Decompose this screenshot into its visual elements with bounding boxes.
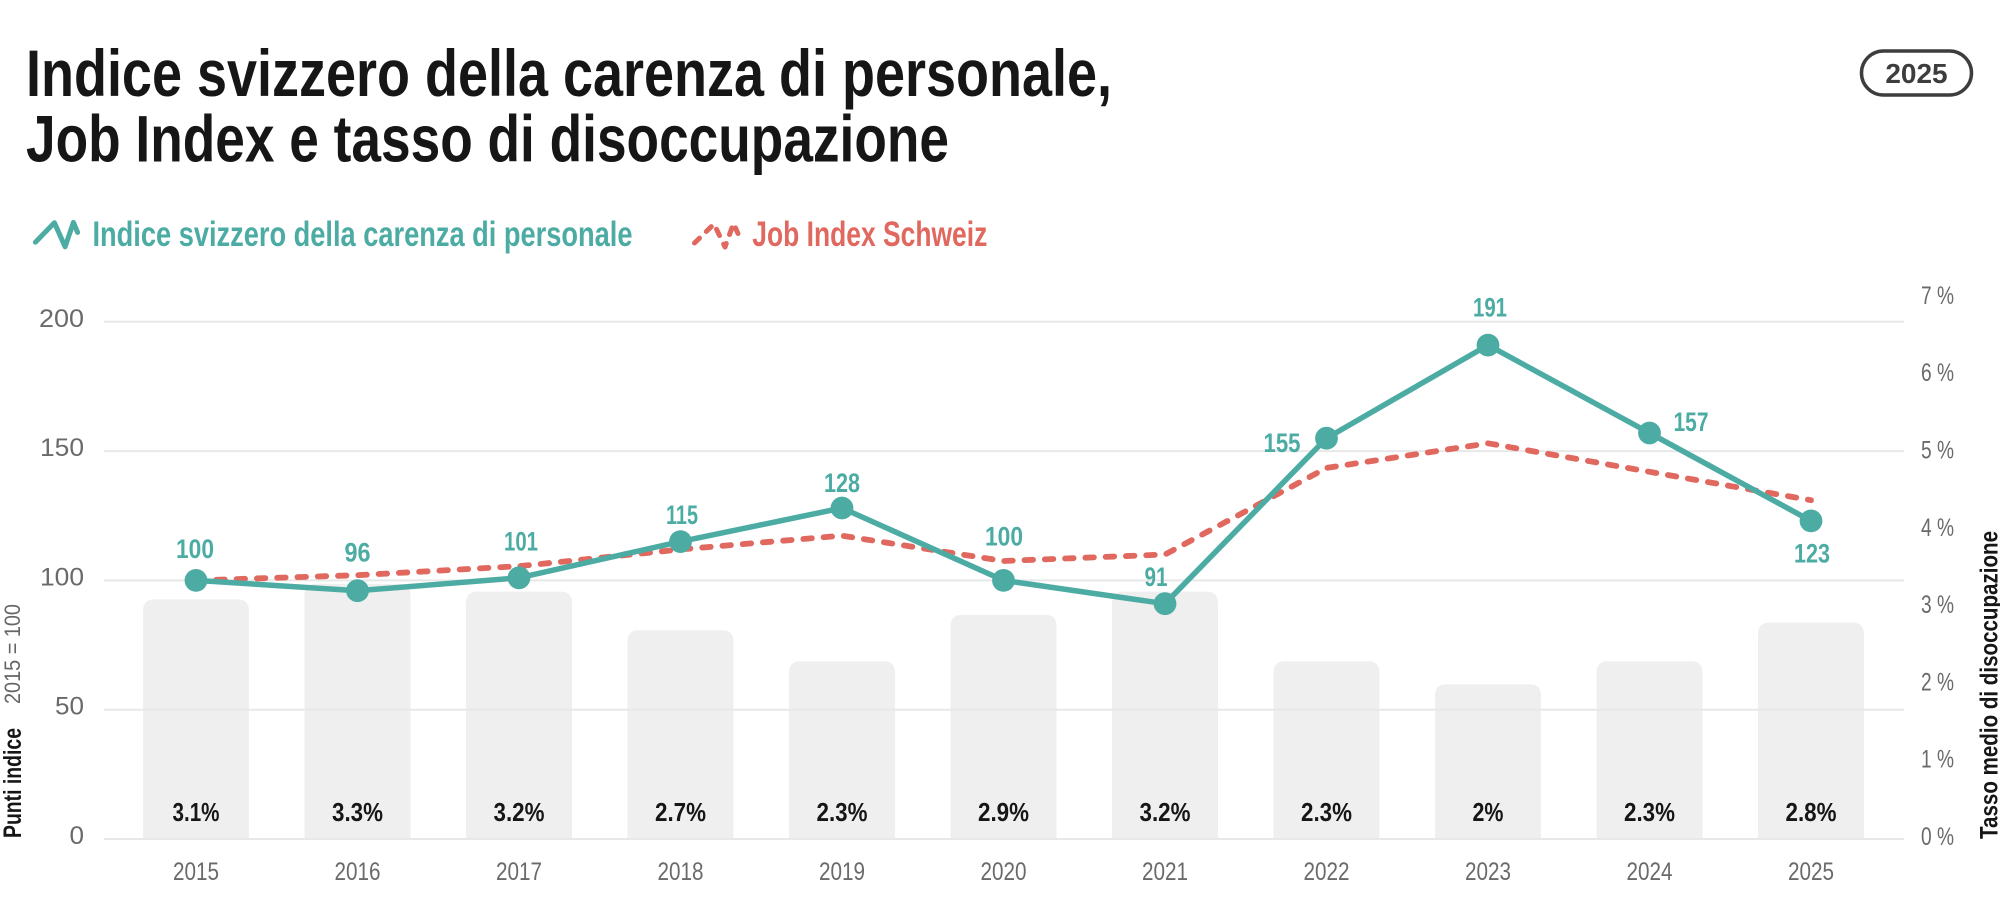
svg-text:2015: 2015 xyxy=(173,858,219,886)
svg-text:2023: 2023 xyxy=(1465,858,1511,886)
svg-text:Indice svizzero della carenza: Indice svizzero della carenza di persona… xyxy=(26,36,1112,110)
svg-text:2025: 2025 xyxy=(1885,58,1947,89)
svg-text:3 %: 3 % xyxy=(1921,591,1954,619)
svg-text:128: 128 xyxy=(824,468,860,498)
svg-text:3.2%: 3.2% xyxy=(1140,797,1191,827)
svg-text:Job Index e tasso di disoccupa: Job Index e tasso di disoccupazione xyxy=(26,102,949,176)
svg-text:2018: 2018 xyxy=(658,858,704,886)
svg-text:Indice svizzero della carenza: Indice svizzero della carenza di persona… xyxy=(93,215,633,254)
svg-text:50: 50 xyxy=(55,693,84,721)
svg-text:Job Index Schweiz: Job Index Schweiz xyxy=(752,215,987,254)
svg-text:1 %: 1 % xyxy=(1921,746,1954,774)
svg-text:2%: 2% xyxy=(1473,797,1504,827)
svg-text:157: 157 xyxy=(1674,407,1709,437)
svg-text:2016: 2016 xyxy=(335,858,381,886)
svg-text:115: 115 xyxy=(666,500,698,530)
svg-text:123: 123 xyxy=(1794,539,1830,569)
svg-text:2.3%: 2.3% xyxy=(817,797,868,827)
svg-text:0 %: 0 % xyxy=(1921,823,1954,851)
svg-text:4 %: 4 % xyxy=(1921,514,1954,542)
svg-text:2025: 2025 xyxy=(1788,858,1834,886)
svg-text:96: 96 xyxy=(345,538,371,568)
svg-text:3.3%: 3.3% xyxy=(332,797,383,827)
svg-text:2.7%: 2.7% xyxy=(655,797,706,827)
svg-text:Tasso medio di disoccupazione: Tasso medio di disoccupazione xyxy=(1976,531,2000,839)
svg-text:3.1%: 3.1% xyxy=(173,797,220,827)
svg-text:0: 0 xyxy=(70,822,85,850)
svg-text:2.3%: 2.3% xyxy=(1301,797,1352,827)
svg-text:191: 191 xyxy=(1473,293,1507,323)
svg-text:2 %: 2 % xyxy=(1921,668,1954,696)
svg-text:2015 = 100: 2015 = 100 xyxy=(0,604,25,704)
svg-text:100: 100 xyxy=(985,522,1023,552)
svg-text:6 %: 6 % xyxy=(1921,359,1954,387)
svg-text:2.8%: 2.8% xyxy=(1786,797,1837,827)
svg-text:155: 155 xyxy=(1264,428,1301,458)
svg-text:2021: 2021 xyxy=(1142,858,1188,886)
svg-text:150: 150 xyxy=(40,434,84,462)
svg-text:101: 101 xyxy=(504,527,538,557)
svg-text:100: 100 xyxy=(40,563,84,591)
svg-text:2.9%: 2.9% xyxy=(978,797,1029,827)
svg-text:3.2%: 3.2% xyxy=(494,797,545,827)
svg-text:Punti indice: Punti indice xyxy=(0,728,27,838)
svg-text:5 %: 5 % xyxy=(1921,437,1954,465)
svg-text:2024: 2024 xyxy=(1627,858,1673,886)
svg-text:200: 200 xyxy=(39,305,84,333)
svg-text:2022: 2022 xyxy=(1304,858,1350,886)
svg-text:7 %: 7 % xyxy=(1921,282,1954,310)
svg-text:2019: 2019 xyxy=(819,858,865,886)
svg-text:2.3%: 2.3% xyxy=(1624,797,1675,827)
svg-text:91: 91 xyxy=(1145,562,1168,592)
svg-text:2017: 2017 xyxy=(496,858,542,886)
svg-text:2020: 2020 xyxy=(981,858,1027,886)
svg-text:100: 100 xyxy=(176,534,214,564)
